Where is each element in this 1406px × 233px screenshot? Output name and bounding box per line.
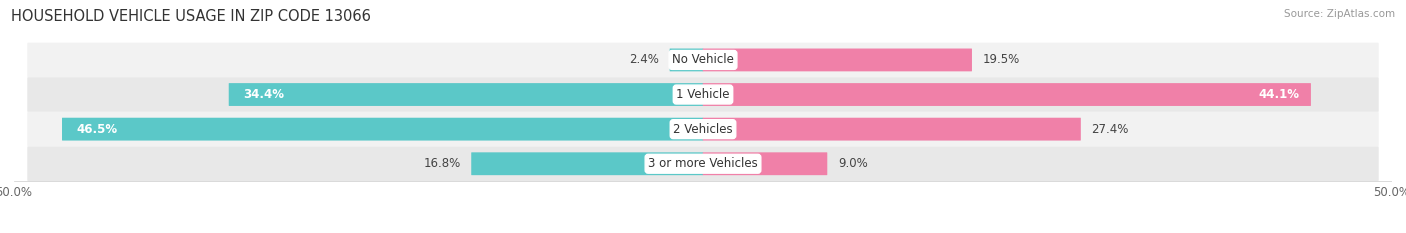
Text: 27.4%: 27.4% [1091,123,1129,136]
Text: 19.5%: 19.5% [983,53,1019,66]
FancyBboxPatch shape [27,77,1379,112]
FancyBboxPatch shape [703,118,1081,140]
Text: 44.1%: 44.1% [1258,88,1299,101]
Text: No Vehicle: No Vehicle [672,53,734,66]
FancyBboxPatch shape [27,43,1379,77]
Text: 3 or more Vehicles: 3 or more Vehicles [648,157,758,170]
Text: 34.4%: 34.4% [243,88,284,101]
FancyBboxPatch shape [27,112,1379,147]
Text: 2.4%: 2.4% [628,53,659,66]
Text: 1 Vehicle: 1 Vehicle [676,88,730,101]
FancyBboxPatch shape [27,147,1379,181]
Text: Source: ZipAtlas.com: Source: ZipAtlas.com [1284,9,1395,19]
Text: 46.5%: 46.5% [76,123,117,136]
FancyBboxPatch shape [703,48,972,71]
Text: 2 Vehicles: 2 Vehicles [673,123,733,136]
Text: 9.0%: 9.0% [838,157,868,170]
FancyBboxPatch shape [471,152,703,175]
FancyBboxPatch shape [229,83,703,106]
FancyBboxPatch shape [62,118,703,140]
Text: HOUSEHOLD VEHICLE USAGE IN ZIP CODE 13066: HOUSEHOLD VEHICLE USAGE IN ZIP CODE 1306… [11,9,371,24]
FancyBboxPatch shape [703,83,1310,106]
Text: 16.8%: 16.8% [423,157,461,170]
FancyBboxPatch shape [703,152,827,175]
FancyBboxPatch shape [669,48,703,71]
